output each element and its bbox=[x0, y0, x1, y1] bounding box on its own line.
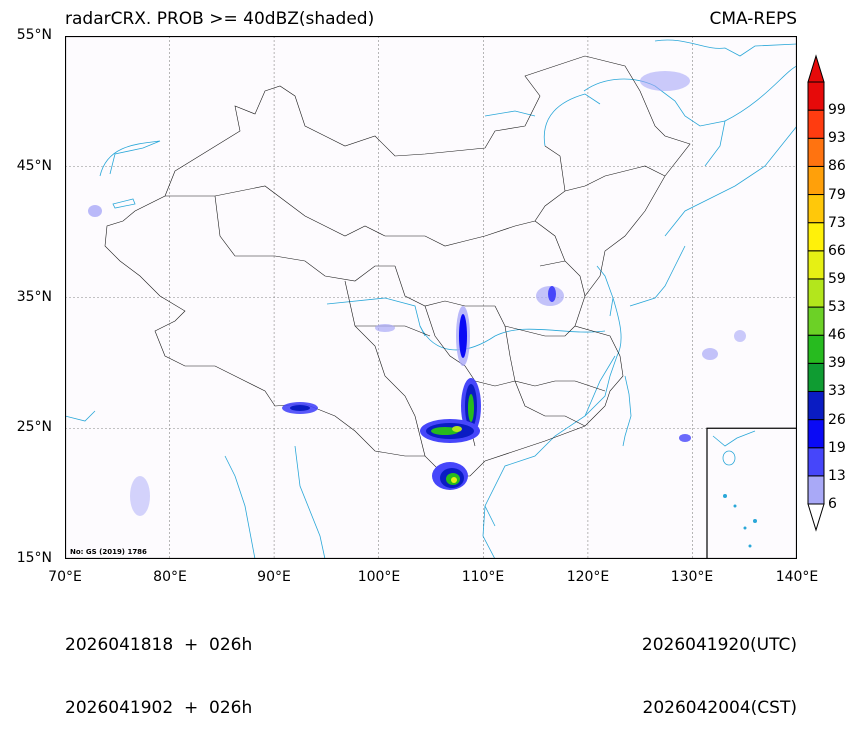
y-tick-55n: 55°N bbox=[16, 27, 52, 43]
map-title: radarCRX. PROB >= 40dBZ(shaded) bbox=[65, 9, 375, 29]
colorbar-segment bbox=[807, 362, 825, 392]
colorbar-segment bbox=[807, 419, 825, 449]
colorbar-segment bbox=[807, 390, 825, 421]
y-tick-45n: 45°N bbox=[16, 158, 52, 174]
map-credit: No: GS (2019) 1786 bbox=[70, 548, 147, 556]
x-tick-100e: 100°E bbox=[357, 569, 401, 585]
x-tick-130e: 130°E bbox=[670, 569, 714, 585]
colorbar-segment bbox=[807, 250, 825, 280]
colorbar-label: 53 bbox=[828, 299, 846, 316]
y-tick-25n: 25°N bbox=[16, 419, 52, 435]
colorbar-label: 46 bbox=[828, 327, 846, 344]
colorbar-segment bbox=[807, 109, 825, 139]
x-tick-140e: 140°E bbox=[775, 569, 819, 585]
colorbar-label: 73 bbox=[828, 214, 846, 231]
colorbar-label: 39 bbox=[828, 355, 846, 372]
colorbar-segment bbox=[807, 81, 825, 111]
gridlines bbox=[65, 36, 797, 559]
x-tick-110e: 110°E bbox=[461, 569, 505, 585]
init-time-block: 2026041818 + 026h 2026041902 + 026h bbox=[65, 593, 252, 740]
colorbar-segment bbox=[807, 278, 825, 308]
colorbar bbox=[807, 54, 825, 532]
colorbar-label: 59 bbox=[828, 270, 846, 287]
colorbar-label: 33 bbox=[828, 383, 846, 400]
colorbar-segment bbox=[807, 306, 825, 336]
valid-utc: 2026041920(UTC) bbox=[641, 635, 797, 655]
x-tick-120e: 120°E bbox=[566, 569, 610, 585]
valid-time-block: 2026041920(UTC) 2026042004(CST) bbox=[642, 593, 797, 740]
colorbar-label: 93 bbox=[828, 130, 846, 147]
x-tick-70e: 70°E bbox=[48, 569, 82, 585]
y-tick-15n: 15°N bbox=[16, 550, 52, 566]
colorbar-segment bbox=[807, 334, 825, 364]
colorbar-segment bbox=[807, 447, 825, 477]
valid-cst: 2026042004(CST) bbox=[642, 698, 797, 718]
map-frame bbox=[65, 36, 797, 559]
colorbar-segment bbox=[807, 137, 825, 167]
colorbar-label: 86 bbox=[828, 158, 846, 175]
colorbar-label: 13 bbox=[828, 467, 846, 484]
admin-borders bbox=[104, 55, 691, 477]
colorbar-label: 26 bbox=[828, 411, 846, 428]
init-cst: 2026041902 + 026h bbox=[65, 698, 253, 718]
colorbar-segment bbox=[807, 194, 825, 224]
colorbar-over-triangle bbox=[807, 54, 825, 83]
colorbar-label: 6 bbox=[828, 496, 837, 512]
colorbar-label: 79 bbox=[828, 186, 846, 203]
probability-shading bbox=[88, 71, 746, 516]
colorbar-under-triangle bbox=[807, 503, 825, 532]
coastlines-rivers bbox=[65, 39, 797, 559]
south-china-sea-inset bbox=[706, 427, 797, 559]
x-tick-80e: 80°E bbox=[153, 569, 187, 585]
init-utc: 2026041818 + 026h bbox=[65, 635, 253, 655]
colorbar-label: 19 bbox=[828, 439, 846, 456]
y-tick-35n: 35°N bbox=[16, 289, 52, 305]
x-tick-90e: 90°E bbox=[257, 569, 291, 585]
colorbar-segment bbox=[807, 165, 825, 196]
map-panel bbox=[65, 36, 797, 559]
model-name: CMA-REPS bbox=[709, 9, 797, 29]
colorbar-label: 99 bbox=[828, 102, 846, 119]
colorbar-segment bbox=[807, 222, 825, 252]
colorbar-segment bbox=[807, 475, 825, 505]
colorbar-label: 66 bbox=[828, 242, 846, 259]
